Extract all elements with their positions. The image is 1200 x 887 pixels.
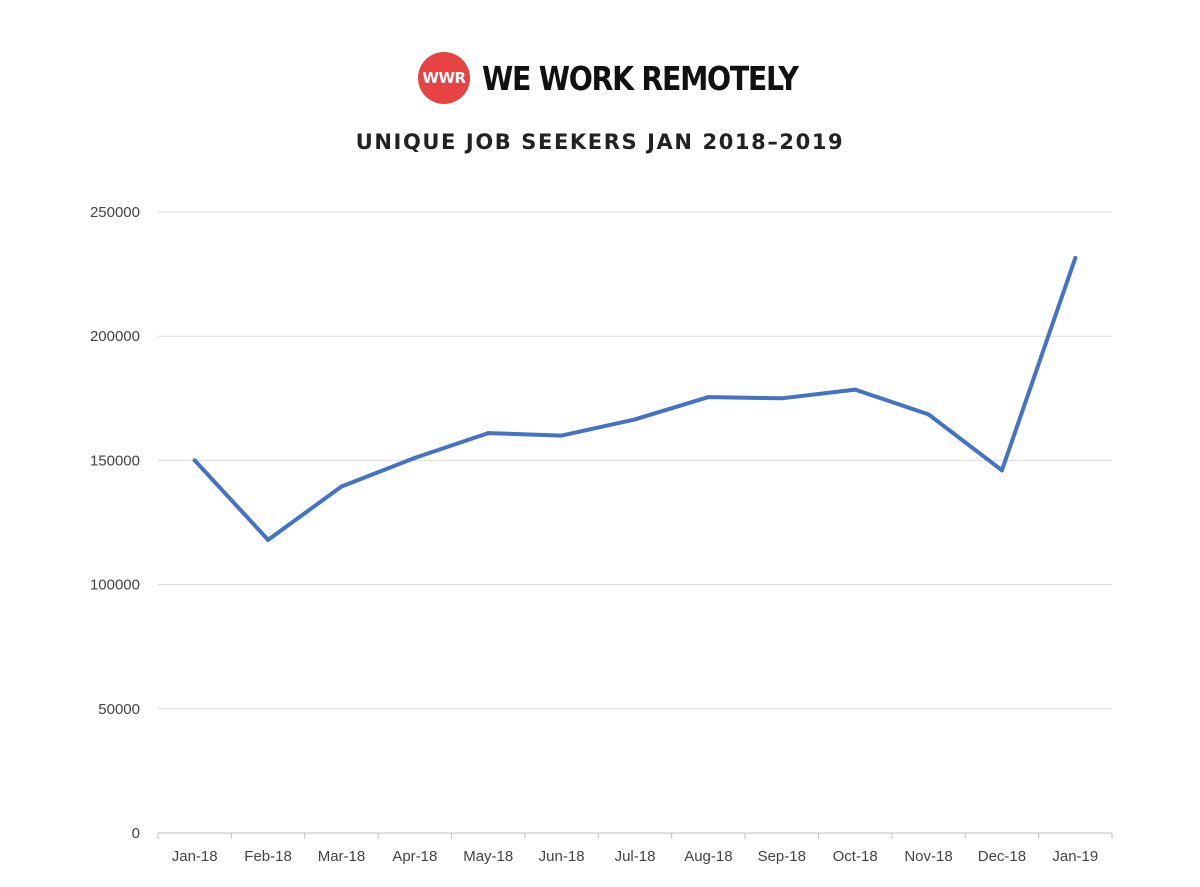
x-tick-label: Aug-18 (684, 848, 732, 865)
x-tick-label: Jan-19 (1052, 848, 1098, 865)
data-point (486, 431, 491, 436)
x-tick-label: Mar-18 (318, 848, 366, 865)
x-tick-label: Oct-18 (833, 848, 878, 865)
x-tick-label: Feb-18 (244, 848, 292, 865)
y-tick-label: 250000 (90, 204, 140, 221)
y-tick-label: 0 (132, 825, 140, 842)
data-point (266, 537, 271, 542)
data-point (559, 433, 564, 438)
data-point (1073, 255, 1078, 260)
y-tick-label: 100000 (90, 577, 140, 594)
x-tick-label: Jul-18 (615, 848, 656, 865)
wwr-logo-icon: WWR (418, 52, 470, 104)
data-point (706, 395, 711, 400)
brand-header: WWR WE WORK REMOTELY (0, 52, 1200, 104)
x-tick-label: Sep-18 (758, 848, 806, 865)
data-point (412, 455, 417, 460)
chart-title: UNIQUE JOB SEEKERS JAN 2018–2019 (355, 130, 845, 154)
gridlines (158, 211, 1112, 710)
data-point (633, 417, 637, 422)
x-tick-label: May-18 (463, 848, 513, 865)
y-tick-label: 50000 (98, 701, 140, 718)
x-tick-label: Dec-18 (978, 848, 1026, 865)
series-line (192, 256, 1078, 542)
x-tick-label: Jun-18 (539, 848, 585, 865)
data-point (779, 396, 784, 401)
data-point (999, 468, 1004, 473)
y-axis-tick-labels: 0 50000 100000 150000 200000 250000 (90, 204, 140, 842)
x-axis-tick-labels: Jan-18 Feb-18 Mar-18 Apr-18 May-18 Jun-18 Jul-… (172, 848, 1098, 865)
series-lines (192, 255, 1078, 542)
data-point (339, 484, 344, 489)
x-axis (157, 832, 1113, 839)
y-tick-label: 200000 (90, 328, 140, 345)
data-point (853, 387, 858, 392)
x-tick-label: Nov-18 (904, 848, 952, 865)
data-point (192, 458, 197, 463)
x-tick-label: Jan-18 (172, 848, 218, 865)
data-point (926, 412, 931, 417)
x-tick-label: Apr-18 (392, 848, 437, 865)
y-tick-label: 150000 (90, 452, 140, 469)
